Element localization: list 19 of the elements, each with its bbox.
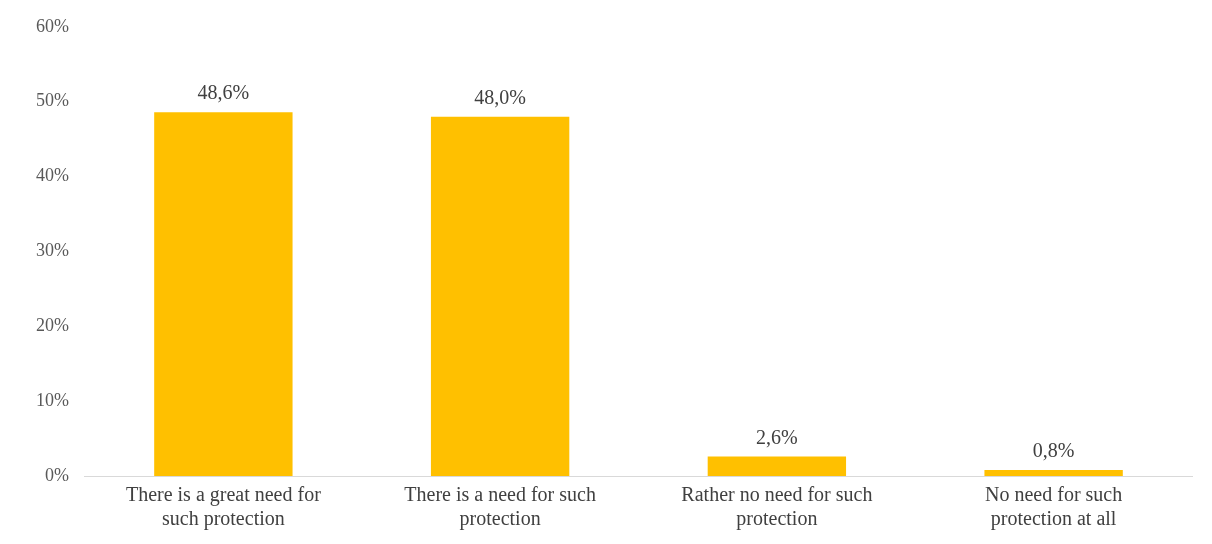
y-tick-label: 40%	[35, 165, 69, 186]
y-tick-label: 60%	[35, 15, 69, 36]
data-label: 0,8%	[1032, 439, 1075, 462]
y-tick-label: 0%	[44, 464, 69, 485]
x-tick-label: No need for such protection at all	[985, 483, 1123, 531]
x-tick-label: There is a need for such protection	[404, 483, 596, 531]
bar	[707, 456, 847, 476]
data-label: 2,6%	[756, 425, 798, 448]
y-tick-label: 50%	[35, 90, 69, 111]
y-tick-label: 30%	[35, 240, 69, 261]
bar	[984, 470, 1123, 476]
data-label: 48,0%	[474, 85, 526, 108]
x-tick-label: Rather no need for such protection	[681, 483, 873, 531]
y-tick-label: 20%	[35, 315, 69, 335]
y-tick-label: 10%	[35, 389, 69, 410]
data-label: 48,6%	[197, 81, 250, 104]
bar	[154, 112, 293, 476]
bar	[430, 116, 570, 476]
x-tick-label: There is a great need for such protection	[125, 483, 322, 531]
